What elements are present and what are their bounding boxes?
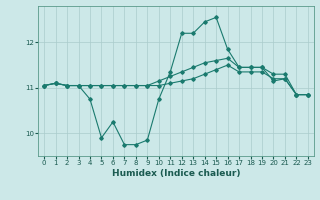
X-axis label: Humidex (Indice chaleur): Humidex (Indice chaleur) bbox=[112, 169, 240, 178]
